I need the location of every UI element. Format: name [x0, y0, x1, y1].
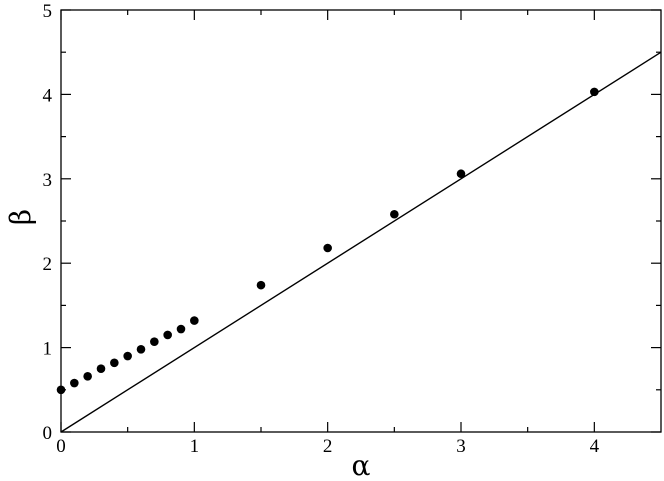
y-tick-label: 1: [43, 339, 53, 360]
data-points-layer: [56, 87, 599, 395]
data-point: [96, 364, 106, 374]
tick-layer: 0 1 2 3 4 0 1 2 3 4 5: [43, 1, 661, 457]
data-point: [110, 358, 119, 368]
data-point: [163, 330, 172, 340]
x-tick-label: 3: [456, 436, 466, 457]
data-point: [590, 87, 599, 97]
x-tick-label: 2: [323, 436, 333, 457]
x-tick-label: 0: [56, 436, 66, 457]
reference-line: [60, 51, 662, 433]
plot-frame: [60, 9, 662, 433]
x-axis-label: α: [352, 449, 371, 481]
data-point: [256, 280, 266, 290]
y-tick-label: 3: [43, 170, 53, 191]
y-tick-label: 0: [43, 423, 53, 444]
y-tick-label: 5: [43, 1, 53, 22]
data-point: [390, 209, 399, 219]
y-tick-label: 4: [43, 85, 53, 106]
data-point: [83, 371, 92, 381]
x-tick-label: 4: [590, 436, 600, 457]
data-point: [123, 351, 132, 361]
data-point: [323, 243, 332, 253]
y-axis-label: β: [4, 209, 37, 225]
data-point: [136, 344, 146, 354]
y-tick-label: 2: [43, 254, 53, 275]
data-point: [176, 324, 186, 334]
x-tick-label: 1: [190, 436, 200, 457]
reference-line-layer: [60, 51, 662, 433]
data-point: [70, 378, 79, 388]
data-point: [456, 169, 466, 179]
axes: [60, 9, 662, 433]
data-point: [150, 337, 159, 346]
data-point: [190, 316, 199, 325]
